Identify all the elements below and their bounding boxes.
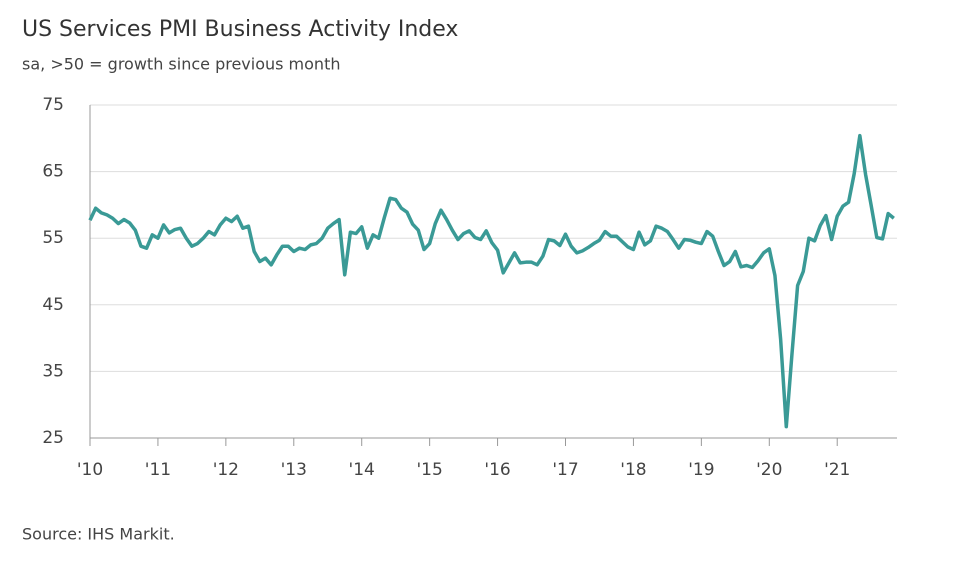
- x-tick-label: '11: [145, 460, 171, 480]
- x-tick-label: '20: [756, 460, 782, 480]
- x-tick-label: '16: [484, 460, 510, 480]
- x-tick-label: '18: [620, 460, 646, 480]
- y-tick-label: 65: [42, 162, 64, 182]
- x-tick-label: '15: [416, 460, 442, 480]
- chart-title: US Services PMI Business Activity Index: [22, 17, 458, 42]
- y-tick-label: 25: [42, 428, 64, 448]
- x-tick-label: '21: [824, 460, 850, 480]
- y-tick-label: 35: [42, 361, 64, 381]
- x-tick-label: '19: [688, 460, 714, 480]
- chart-subtitle: sa, >50 = growth since previous month: [22, 55, 340, 74]
- x-tick-label: '12: [213, 460, 239, 480]
- x-tick-label: '10: [77, 460, 103, 480]
- x-tick-label: '13: [281, 460, 307, 480]
- x-tick-label: '14: [349, 460, 375, 480]
- y-tick-label: 55: [42, 228, 64, 248]
- y-tick-label: 75: [42, 95, 64, 115]
- data-line: [88, 133, 895, 429]
- y-tick-label: 45: [42, 295, 64, 315]
- source-note: Source: IHS Markit.: [22, 525, 175, 544]
- x-tick-label: '17: [552, 460, 578, 480]
